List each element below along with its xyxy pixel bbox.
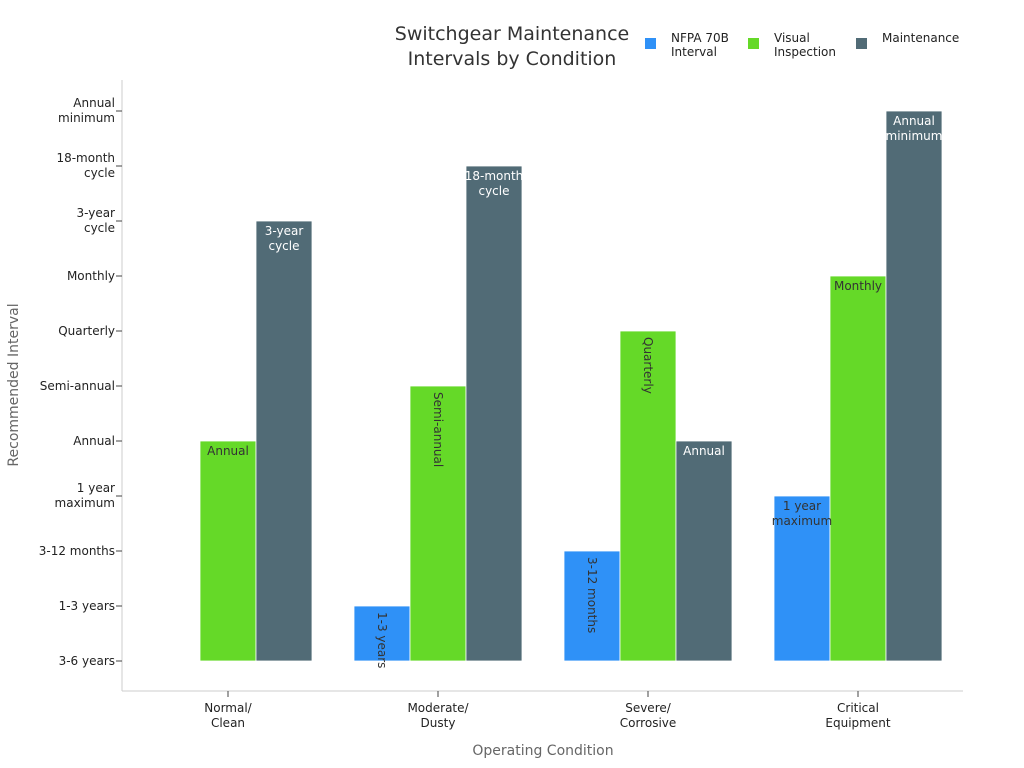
bar (885, 110, 943, 662)
bar-value-label: Semi-annual (431, 392, 445, 467)
bar (563, 550, 621, 662)
legend: NFPA 70B Interval Visual Inspection Maintena… (645, 31, 959, 59)
y-tick-label: 3-12 months (39, 544, 115, 558)
bar-value-label: 18-month cycle (465, 169, 524, 198)
legend-swatch (856, 38, 867, 49)
legend-entry: Maintenance (882, 31, 959, 45)
bar-value-label: 1 year maximum (772, 499, 832, 528)
y-tick-label: 3-6 years (59, 654, 115, 668)
x-tick-label: Moderate/Dusty (407, 701, 469, 730)
chart-title: Switchgear Maintenance Intervals by Condi… (395, 23, 629, 70)
y-tick-label: 18-month cycle (56, 151, 115, 180)
bar-value-label: 3-year cycle (265, 224, 304, 253)
bar-value-label: 3-12 months (585, 557, 599, 633)
bar-labels: 1-3 years 3-12 months 1 year maximum Annual S… (207, 114, 942, 668)
y-tick-label: Monthly (67, 269, 115, 283)
bar (829, 275, 887, 662)
bar (675, 440, 733, 662)
bar (255, 220, 313, 662)
legend-swatch (645, 38, 656, 49)
bar-value-label: Annual (207, 444, 249, 458)
x-axis-ticks: Normal/Clean Moderate/Dusty Severe/Corrosi… (204, 691, 891, 730)
legend-entry: Visual Inspection (774, 31, 836, 59)
y-tick-label: Annual minimum (58, 96, 115, 125)
y-tick-label: 1-3 years (59, 599, 115, 613)
x-tick-label: Normal/Clean (204, 701, 252, 730)
bar-value-label: Annual minimum (886, 114, 943, 143)
bar-value-label: Quarterly (641, 337, 655, 394)
bar-value-label: Monthly (834, 279, 882, 293)
chart-title-text: Switchgear Maintenance Intervals by Condi… (395, 23, 629, 70)
x-tick-label: Severe/Corrosive (620, 701, 677, 730)
y-axis-ticks: 3-6 years 1-3 years 3-12 months 1 year maxim… (39, 96, 122, 668)
bar (773, 495, 831, 662)
bar (353, 605, 411, 662)
bar (199, 440, 257, 662)
y-tick-label: Annual (73, 434, 115, 448)
y-tick-label: 3-year cycle (76, 206, 115, 235)
y-axis-title: Recommended Interval (6, 303, 22, 466)
bar (465, 165, 523, 662)
y-tick-label: 1 year maximum (55, 481, 116, 510)
x-tick-label: Critical Equipment (825, 701, 890, 730)
bar-value-label: 1-3 years (375, 612, 389, 668)
y-tick-label: Semi-annual (40, 379, 115, 393)
bars (199, 110, 943, 662)
legend-swatch (748, 38, 759, 49)
x-axis-title: Operating Condition (472, 743, 613, 759)
bar (409, 385, 467, 662)
legend-entry: NFPA 70B Interval (671, 31, 729, 59)
y-tick-label: Quarterly (58, 324, 115, 338)
bar-value-label: Annual (683, 444, 725, 458)
